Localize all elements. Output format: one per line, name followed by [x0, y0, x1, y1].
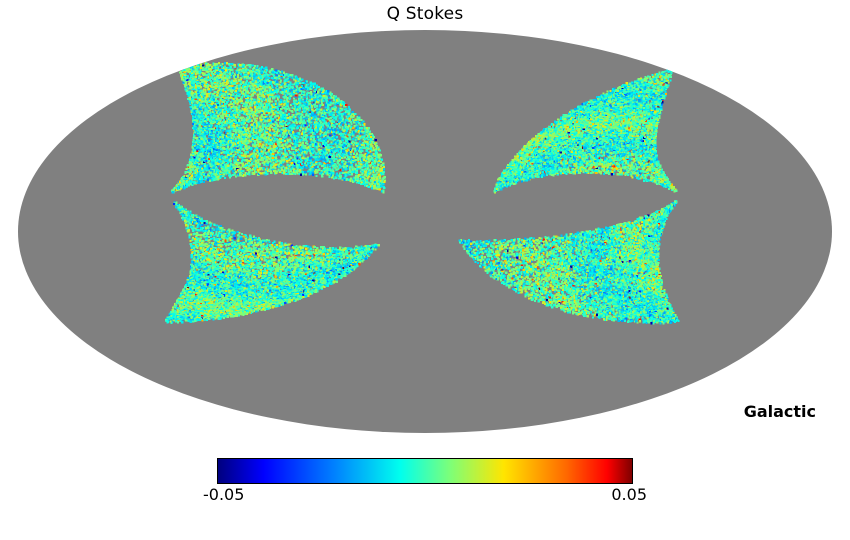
projection-canvas [18, 30, 832, 433]
colorbar: -0.05 0.05 [203, 458, 647, 504]
colorbar-min-label: -0.05 [203, 485, 244, 504]
coordinate-system-label: Galactic [744, 402, 816, 421]
page-title: Q Stokes [0, 4, 850, 24]
unseen-sky-ellipse [18, 30, 832, 433]
scan-coverage-layer [165, 61, 680, 325]
mollweide-projection [18, 30, 832, 433]
colorbar-gradient[interactable] [217, 458, 633, 484]
colorbar-max-label: 0.05 [611, 485, 647, 504]
